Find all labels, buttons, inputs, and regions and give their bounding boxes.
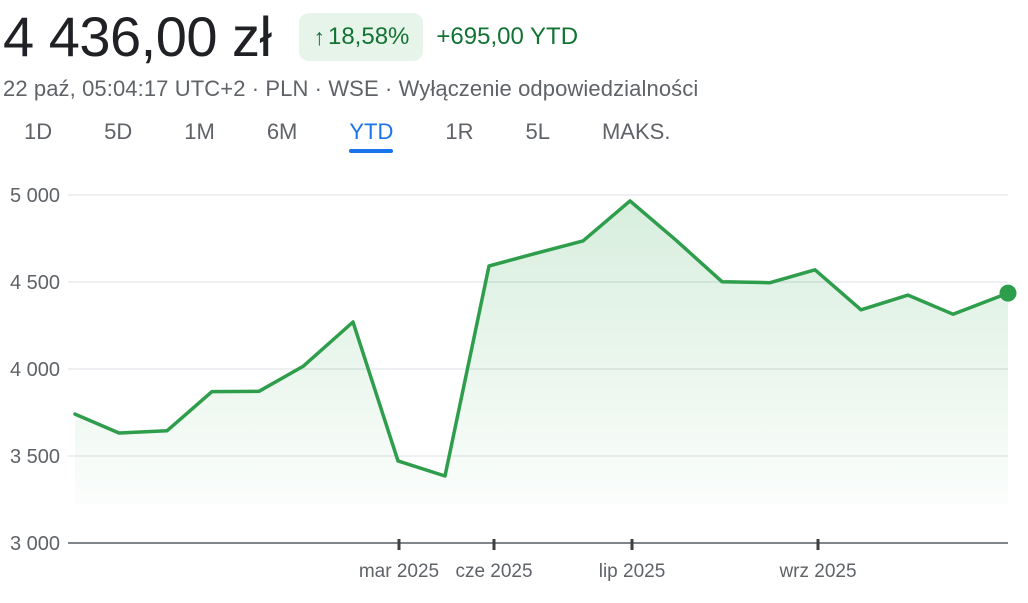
quote-subtitle: 22 paź, 05:04:17 UTC+2 · PLN · WSE · Wył… — [3, 76, 698, 102]
disclaimer-link[interactable]: Wyłączenie odpowiedzialności — [398, 76, 699, 101]
y-axis-label: 5 000 — [10, 185, 60, 207]
x-axis-label: cze 2025 — [455, 561, 532, 582]
y-axis-label: 3 000 — [10, 533, 60, 555]
tab-5d[interactable]: 5D — [104, 119, 132, 153]
time-range-tabs: 1D 5D 1M 6M YTD 1R 5L MAKS. — [24, 119, 670, 153]
price-line — [73, 199, 1010, 478]
x-axis-tick — [492, 539, 496, 550]
tab-5l[interactable]: 5L — [526, 119, 550, 153]
price-row: 4 436,00 zł ↑ 18,58% +695,00 YTD — [3, 6, 578, 68]
change-badge: ↑ 18,58% — [299, 13, 424, 61]
ytd-change: +695,00 YTD — [436, 23, 579, 50]
y-axis-label: 3 500 — [10, 446, 60, 468]
tab-1r[interactable]: 1R — [445, 119, 473, 153]
x-axis-label: lip 2025 — [599, 561, 666, 582]
x-axis-tick — [816, 539, 820, 550]
tab-1d[interactable]: 1D — [24, 119, 52, 153]
up-arrow-icon: ↑ — [313, 23, 325, 50]
area-fill — [75, 200, 1008, 504]
change-percent: 18,58% — [327, 23, 410, 50]
y-axis-label: 4 500 — [10, 272, 60, 294]
quote-meta: 22 paź, 05:04:17 UTC+2 · PLN · WSE · — [3, 76, 393, 101]
x-axis-tick — [397, 539, 401, 550]
x-axis-label: mar 2025 — [359, 561, 439, 582]
last-price-dot — [999, 284, 1017, 302]
x-axis-tick — [630, 539, 634, 550]
price: 4 436,00 zł — [3, 5, 272, 68]
y-axis-label: 4 000 — [10, 359, 60, 381]
active-tab-underline — [349, 149, 394, 153]
tab-maks[interactable]: MAKS. — [602, 119, 670, 153]
tab-ytd[interactable]: YTD — [349, 119, 394, 153]
tab-1m[interactable]: 1M — [184, 119, 215, 153]
x-axis-label: wrz 2025 — [778, 561, 856, 582]
tab-6m[interactable]: 6M — [267, 119, 298, 153]
